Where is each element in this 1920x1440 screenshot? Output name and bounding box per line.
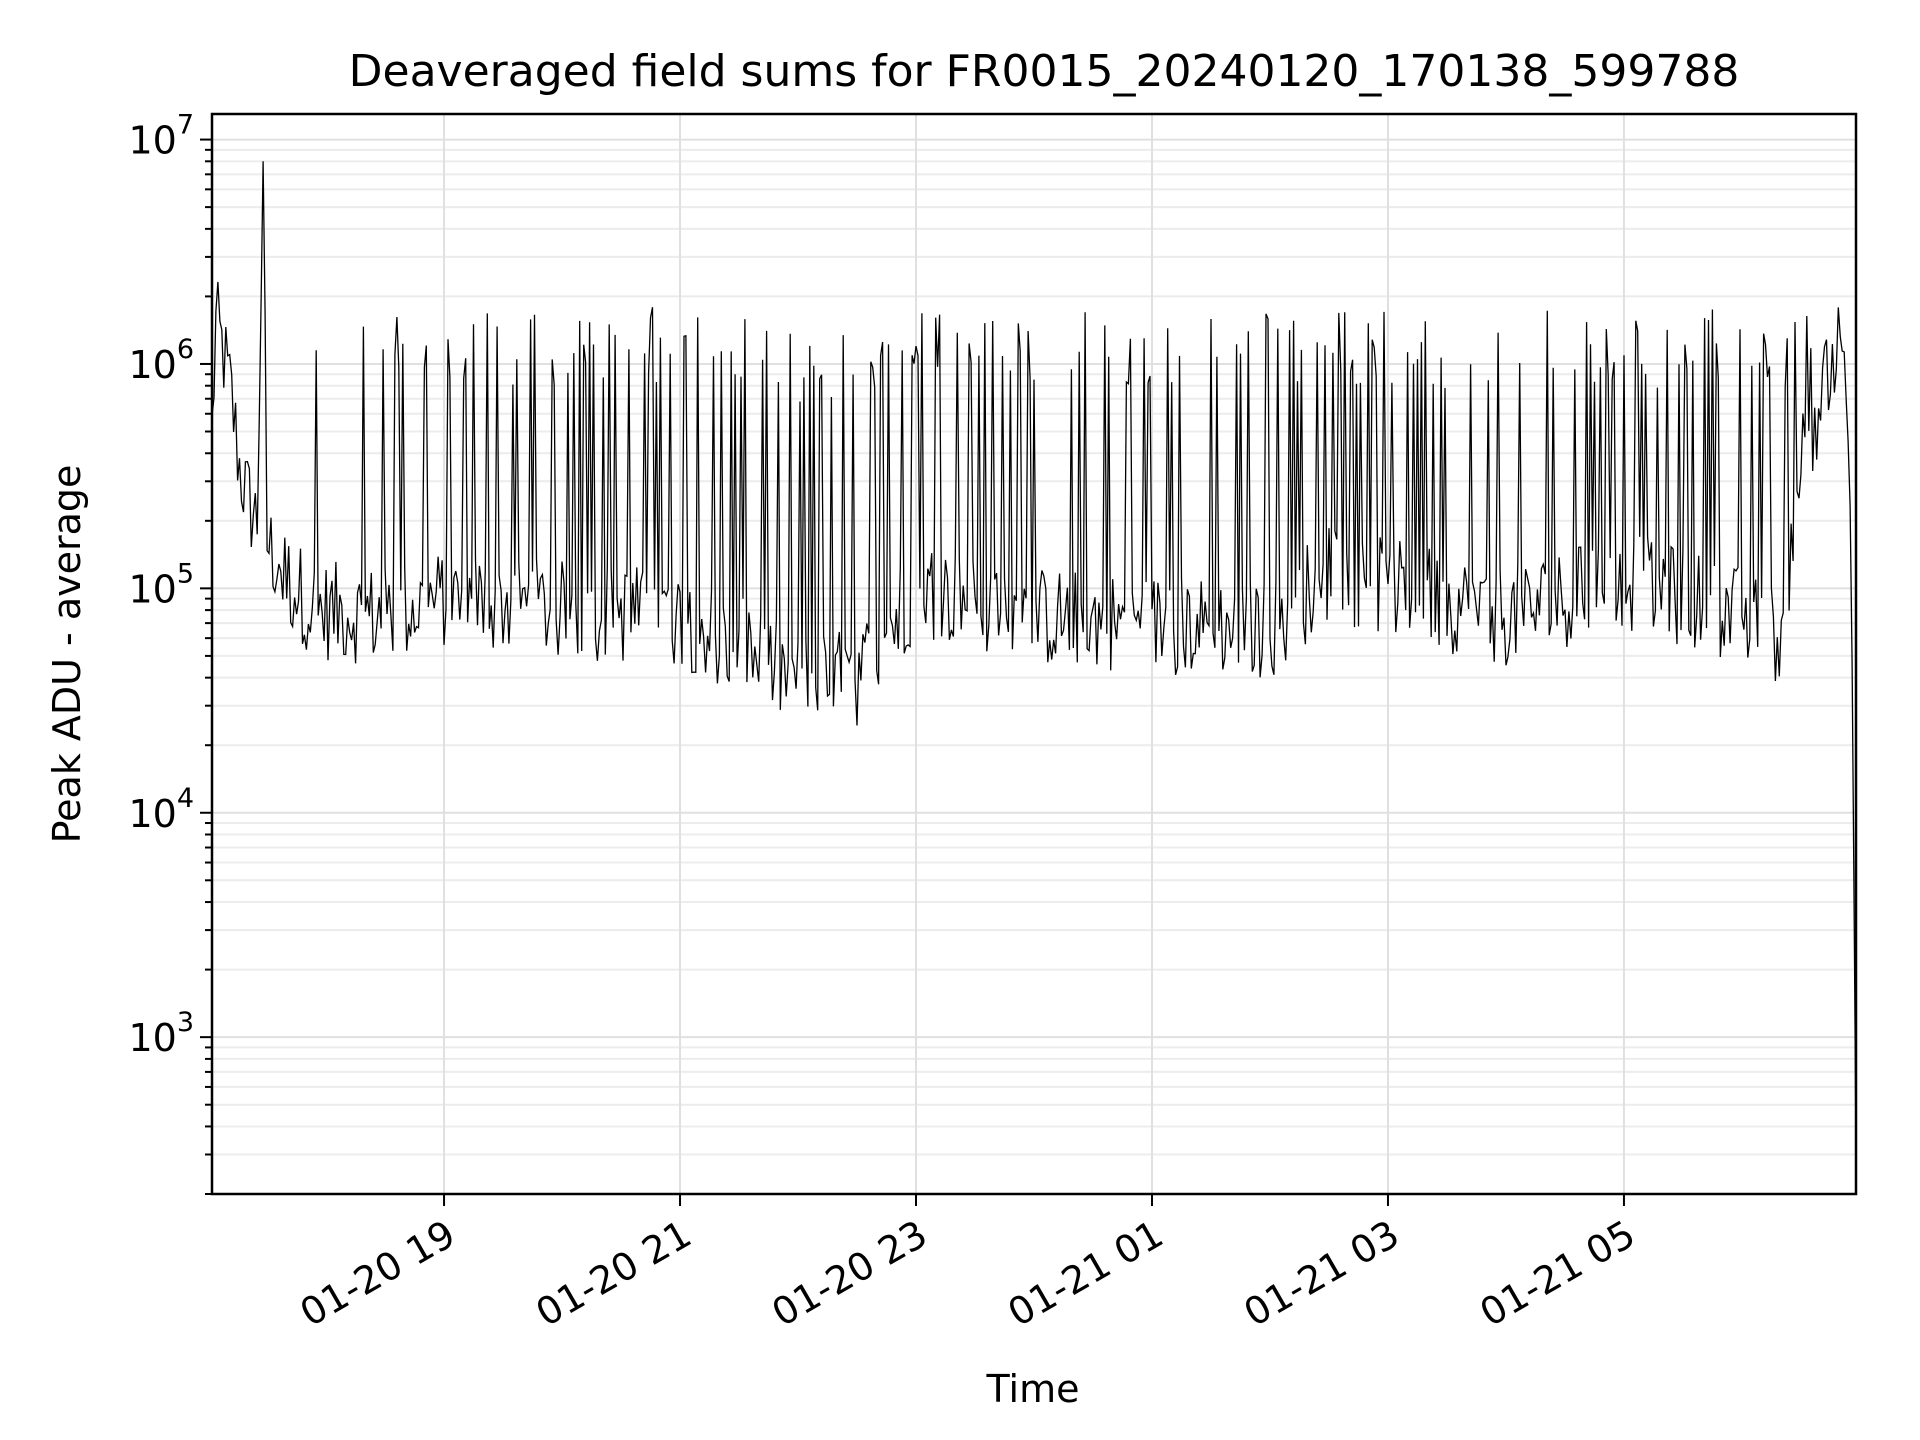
x-tick-label: 01-20 23 <box>765 1212 935 1336</box>
x-axis-ticks: 01-20 19 01-20 21 01-20 23 01-21 01 01-21 03… <box>293 1194 1642 1336</box>
x-tick-label: 01-21 03 <box>1237 1212 1407 1336</box>
y-tick-label: 104 <box>128 783 194 836</box>
y-tick-label: 103 <box>128 1007 194 1060</box>
series-line <box>211 161 1857 1155</box>
x-tick-label: 01-20 19 <box>293 1212 463 1336</box>
plot-frame <box>210 112 1858 1196</box>
grid-lines <box>212 114 1856 1195</box>
x-axis-label: Time <box>986 1367 1080 1411</box>
x-tick-label: 01-21 01 <box>1001 1212 1171 1336</box>
chart-title: Deaveraged field sums for FR0015_2024012… <box>349 46 1740 97</box>
series-layer <box>211 161 1857 1155</box>
y-tick-label: 107 <box>128 110 194 163</box>
x-tick-label: 01-21 05 <box>1472 1212 1642 1336</box>
x-tick-label: 01-20 21 <box>529 1212 699 1336</box>
y-axis-ticks: 103 104 105 106 107 <box>128 110 212 1195</box>
y-tick-label: 105 <box>128 558 194 611</box>
y-axis-label: Peak ADU - average <box>45 465 89 844</box>
y-tick-label: 106 <box>128 334 194 387</box>
